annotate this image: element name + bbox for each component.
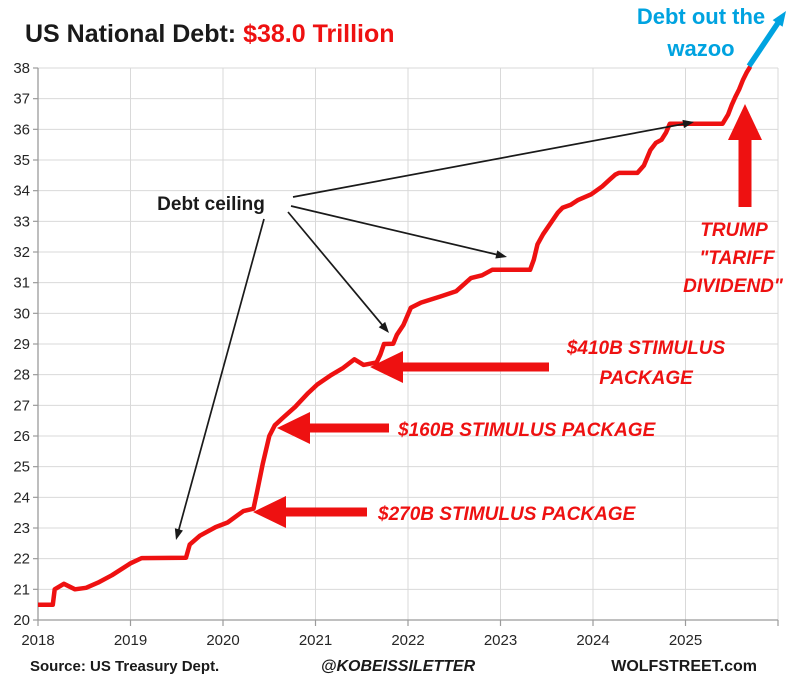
x-tick-label: 2021: [299, 632, 332, 649]
y-tick-label: 38: [13, 60, 30, 77]
y-tick-label: 29: [13, 336, 30, 353]
footer-source-credit: Source: US Treasury Dept.: [30, 658, 219, 675]
wazoo-arrow-head: [772, 11, 786, 27]
y-tick-label: 37: [13, 91, 30, 108]
trump-tariff-label: "TARIFF: [699, 248, 776, 269]
chart-title: US National Debt: $38.0 Trillion: [25, 20, 395, 48]
trump-tariff-label: DIVIDEND": [683, 276, 784, 297]
x-tick-label: 2019: [114, 632, 147, 649]
y-tick-label: 22: [13, 551, 30, 568]
chart-annotations: Debt ceiling $410B STIMULUS PACKAGE $160B S…: [157, 4, 786, 540]
axes: [33, 67, 779, 626]
debt-line-series: [38, 65, 753, 607]
debt-ceiling-arrow-shaft: [176, 218, 265, 535]
debt-ceiling-arrow-head: [174, 528, 183, 540]
y-tick-label: 24: [13, 489, 30, 506]
y-tick-label: 30: [13, 305, 30, 322]
wazoo-arrow-shaft: [746, 16, 784, 68]
y-tick-label: 36: [13, 121, 30, 138]
footer-wolfstreet-brand: WOLFSTREET.com: [611, 658, 757, 675]
y-tick-label: 25: [13, 459, 30, 476]
debt-ceiling-arrow-head: [495, 250, 507, 259]
chart-title-prefix: US National Debt:: [25, 20, 243, 48]
chart-title-amount: $38.0 Trillion: [243, 20, 394, 48]
y-tick-label: 27: [13, 397, 30, 414]
trump-up-arrow: [728, 104, 762, 207]
y-tick-label: 33: [13, 213, 30, 230]
stimulus-label: PACKAGE: [599, 368, 694, 389]
y-tick-label: 35: [13, 152, 30, 169]
x-tick-label: 2020: [206, 632, 239, 649]
trump-tariff-label: TRUMP: [700, 220, 768, 241]
debt-ceiling-arrow-shaft: [290, 205, 502, 257]
footer-twitter-handle: @KOBEISSILETTER: [321, 658, 476, 675]
stimulus-label: $160B STIMULUS PACKAGE: [397, 420, 657, 441]
debt-line: [38, 65, 753, 607]
x-tick-label: 2025: [669, 632, 702, 649]
y-tick-label: 31: [13, 275, 30, 292]
debt-ceiling-label: Debt ceiling: [157, 194, 265, 215]
stimulus-arrow: [277, 412, 389, 444]
x-tick-label: 2022: [391, 632, 424, 649]
x-tick-label: 2024: [576, 632, 609, 649]
stimulus-label: $270B STIMULUS PACKAGE: [377, 504, 637, 525]
stimulus-label: $410B STIMULUS: [566, 338, 726, 359]
y-tick-label: 20: [13, 612, 30, 629]
gridlines: [38, 67, 779, 620]
axis-labels: 2021222324252627282930313233343536373820…: [13, 60, 702, 649]
y-tick-label: 23: [13, 520, 30, 537]
wazoo-label: wazoo: [666, 36, 734, 61]
x-tick-label: 2023: [484, 632, 517, 649]
debt-ceiling-arrow-shaft: [287, 211, 386, 329]
wazoo-label: Debt out the: [637, 4, 765, 29]
debt-ceiling-arrow-head: [682, 119, 694, 129]
y-tick-label: 28: [13, 367, 30, 384]
y-tick-label: 26: [13, 428, 30, 445]
y-tick-label: 34: [13, 183, 30, 200]
y-tick-label: 32: [13, 244, 30, 261]
debt-ceiling-arrow-head: [378, 321, 389, 333]
stimulus-arrow: [253, 496, 367, 528]
y-tick-label: 21: [13, 581, 30, 598]
stimulus-arrow: [370, 351, 549, 383]
debt-ceiling-arrow-shaft: [292, 122, 689, 198]
x-tick-label: 2018: [21, 632, 54, 649]
